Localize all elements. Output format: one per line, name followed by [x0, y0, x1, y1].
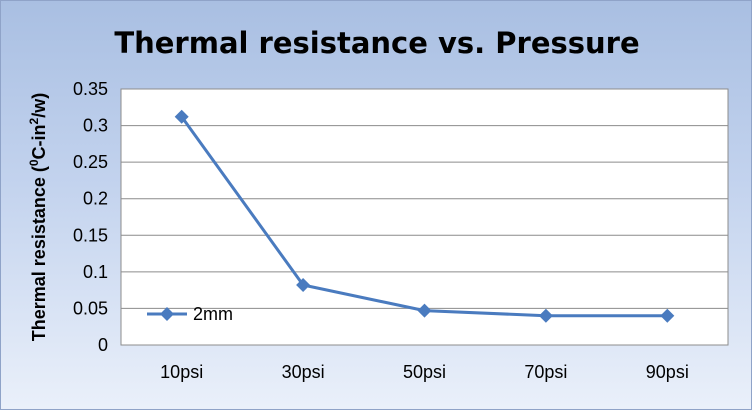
y-axis-label-sup1: 0	[27, 159, 41, 166]
data-point	[538, 308, 553, 323]
y-tick-label: 0.05	[73, 298, 108, 318]
data-point	[417, 303, 432, 318]
x-tick-label: 70psi	[524, 362, 567, 382]
y-axis-label: Thermal resistance (0C-in2/w)	[27, 93, 49, 341]
x-tick-label: 50psi	[403, 362, 446, 382]
y-tick-label: 0.15	[73, 225, 108, 245]
y-tick-label: 0.3	[83, 116, 108, 136]
y-tick-label: 0.25	[73, 152, 108, 172]
y-tick-label: 0.35	[73, 79, 108, 99]
data-point	[660, 308, 675, 323]
y-axis-label-sup2: 2	[27, 117, 41, 124]
series-layer	[174, 109, 675, 323]
legend-marker	[160, 307, 174, 321]
y-tick-label: 0.2	[83, 189, 108, 209]
x-tick-label: 10psi	[160, 362, 203, 382]
y-axis-label-prefix: Thermal resistance (	[29, 166, 49, 341]
y-axis-label-suffix: /w)	[29, 93, 49, 118]
legend-label: 2mm	[193, 304, 233, 324]
data-point	[174, 109, 189, 124]
y-tick-label: 0	[98, 335, 108, 355]
plot-area	[120, 88, 729, 346]
x-tick-label: 90psi	[646, 362, 689, 382]
x-axis-ticks: 10psi 30psi 50psi 70psi 90psi	[160, 362, 689, 382]
x-tick-label: 30psi	[282, 362, 325, 382]
legend: 2mm	[147, 304, 233, 324]
y-axis-ticks: 0 0.05 0.1 0.15 0.2 0.25 0.3 0.35	[73, 79, 108, 355]
y-tick-label: 0.1	[83, 262, 108, 282]
gridlines	[121, 125, 728, 309]
y-axis-label-middle: C-in	[29, 124, 49, 159]
data-point	[296, 278, 311, 293]
chart-title: Thermal resistance vs. Pressure	[114, 26, 639, 60]
